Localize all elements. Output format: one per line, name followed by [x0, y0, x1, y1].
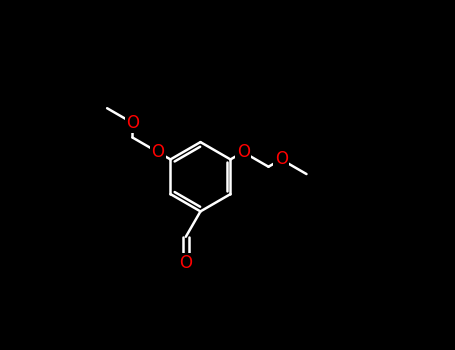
Text: O: O	[126, 114, 139, 132]
Text: O: O	[151, 143, 164, 161]
Text: O: O	[237, 143, 250, 161]
Text: O: O	[179, 254, 192, 272]
Text: O: O	[275, 150, 288, 168]
